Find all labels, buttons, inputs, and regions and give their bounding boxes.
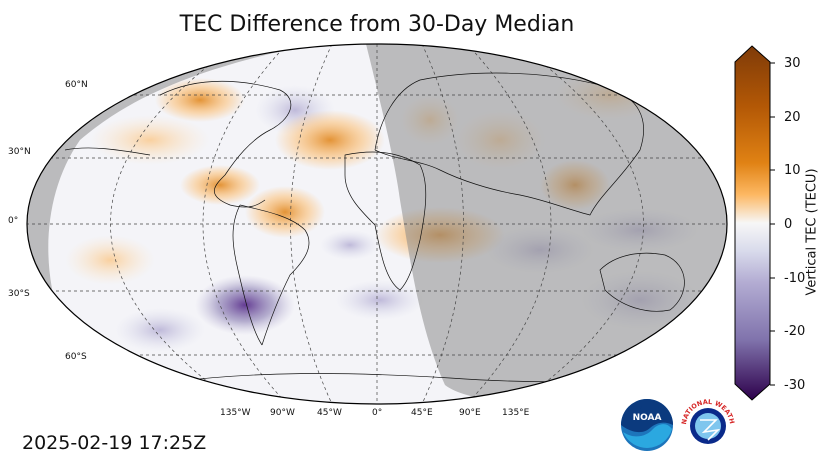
cbar-tick-neg30: -30: [784, 378, 806, 393]
cbar-tick-neg20: -20: [784, 324, 806, 339]
colorbar: [734, 45, 775, 401]
colorbar-ticks: [770, 62, 775, 386]
night-shade: [365, 44, 727, 404]
colorbar-label: Vertical TEC (TECU): [804, 168, 820, 296]
timestamp: 2025-02-19 17:25Z: [22, 432, 207, 454]
lat-label-30s: 30°S: [8, 289, 30, 299]
map-title: TEC Difference from 30-Day Median: [179, 12, 575, 37]
cbar-tick-20: 20: [784, 110, 801, 125]
cbar-tick-0: 0: [784, 217, 793, 232]
nws-logo: NATIONAL WEATHER SERVICE: [678, 396, 737, 455]
cbar-tick-neg10: -10: [784, 271, 806, 286]
lon-label-45w: 45°W: [317, 408, 342, 418]
lat-label-0: 0°: [8, 216, 19, 226]
lon-label-135e: 135°E: [502, 408, 530, 418]
night-shade-west: [27, 44, 330, 360]
globe-outline: [26, 43, 728, 405]
lat-label-60s: 60°S: [65, 352, 87, 362]
lon-label-0: 0°: [372, 408, 383, 418]
lon-label-135w: 135°W: [220, 408, 251, 418]
cbar-tick-30: 30: [784, 56, 801, 71]
lat-label-30n: 30°N: [8, 147, 31, 157]
cbar-tick-10: 10: [784, 163, 801, 178]
lat-label-60n: 60°N: [65, 80, 88, 90]
lon-label-45e: 45°E: [411, 408, 433, 418]
svg-text:NOAA: NOAA: [633, 413, 662, 423]
colorbar-gradient: [734, 45, 771, 401]
lon-label-90e: 90°E: [459, 408, 481, 418]
lon-label-90w: 90°W: [270, 408, 295, 418]
globe: [27, 44, 727, 404]
noaa-logo: NOAA: [621, 399, 673, 451]
